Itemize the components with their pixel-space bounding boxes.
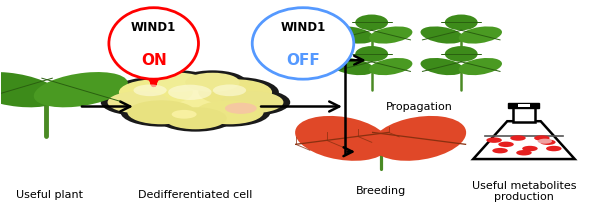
Text: OFF: OFF bbox=[286, 53, 320, 68]
Circle shape bbox=[185, 73, 240, 92]
Circle shape bbox=[546, 146, 562, 151]
Ellipse shape bbox=[109, 8, 199, 79]
Ellipse shape bbox=[369, 58, 412, 75]
Text: ON: ON bbox=[141, 53, 167, 68]
Circle shape bbox=[101, 89, 177, 116]
Ellipse shape bbox=[331, 26, 374, 44]
Circle shape bbox=[119, 79, 193, 105]
Text: WIND1: WIND1 bbox=[280, 21, 326, 34]
Circle shape bbox=[493, 148, 508, 153]
Circle shape bbox=[140, 75, 251, 114]
Circle shape bbox=[134, 85, 167, 96]
Ellipse shape bbox=[369, 26, 412, 44]
Ellipse shape bbox=[421, 58, 464, 75]
Ellipse shape bbox=[0, 72, 61, 107]
Text: WIND1: WIND1 bbox=[131, 21, 176, 34]
Circle shape bbox=[214, 89, 290, 116]
Ellipse shape bbox=[372, 116, 466, 161]
Circle shape bbox=[191, 77, 279, 108]
Text: Useful plant: Useful plant bbox=[16, 190, 83, 200]
Circle shape bbox=[221, 91, 283, 113]
Circle shape bbox=[213, 85, 246, 96]
Ellipse shape bbox=[445, 46, 478, 62]
Circle shape bbox=[151, 73, 206, 92]
Circle shape bbox=[188, 98, 271, 127]
Circle shape bbox=[225, 103, 257, 114]
Circle shape bbox=[199, 79, 272, 105]
Circle shape bbox=[172, 110, 197, 119]
Circle shape bbox=[516, 150, 532, 155]
Circle shape bbox=[127, 100, 196, 124]
Bar bbox=[508, 103, 539, 108]
Text: Dedifferentiated cell: Dedifferentiated cell bbox=[138, 190, 253, 200]
Circle shape bbox=[168, 85, 212, 100]
Circle shape bbox=[498, 142, 514, 147]
Ellipse shape bbox=[331, 58, 374, 75]
Ellipse shape bbox=[355, 14, 388, 30]
Ellipse shape bbox=[421, 26, 464, 44]
Circle shape bbox=[112, 77, 199, 108]
Circle shape bbox=[540, 140, 556, 145]
Ellipse shape bbox=[252, 8, 354, 79]
Polygon shape bbox=[473, 121, 575, 159]
Circle shape bbox=[538, 139, 552, 144]
Text: Breeding: Breeding bbox=[355, 186, 406, 196]
Circle shape bbox=[157, 105, 233, 132]
Ellipse shape bbox=[459, 58, 502, 75]
Circle shape bbox=[178, 70, 247, 94]
Text: Propagation: Propagation bbox=[386, 102, 453, 111]
Circle shape bbox=[145, 70, 212, 94]
Ellipse shape bbox=[445, 14, 478, 30]
Circle shape bbox=[196, 100, 263, 124]
Circle shape bbox=[164, 107, 227, 129]
Ellipse shape bbox=[459, 26, 502, 44]
Circle shape bbox=[487, 137, 502, 143]
Text: Useful metabolites
production: Useful metabolites production bbox=[472, 181, 576, 202]
Ellipse shape bbox=[34, 72, 128, 107]
Circle shape bbox=[121, 98, 202, 127]
Bar bbox=[512, 106, 535, 122]
Circle shape bbox=[510, 135, 526, 141]
Ellipse shape bbox=[295, 116, 389, 161]
Circle shape bbox=[534, 135, 550, 141]
Circle shape bbox=[107, 91, 170, 113]
Circle shape bbox=[147, 77, 244, 111]
Bar bbox=[518, 104, 530, 107]
Ellipse shape bbox=[355, 46, 388, 62]
Circle shape bbox=[522, 146, 538, 151]
